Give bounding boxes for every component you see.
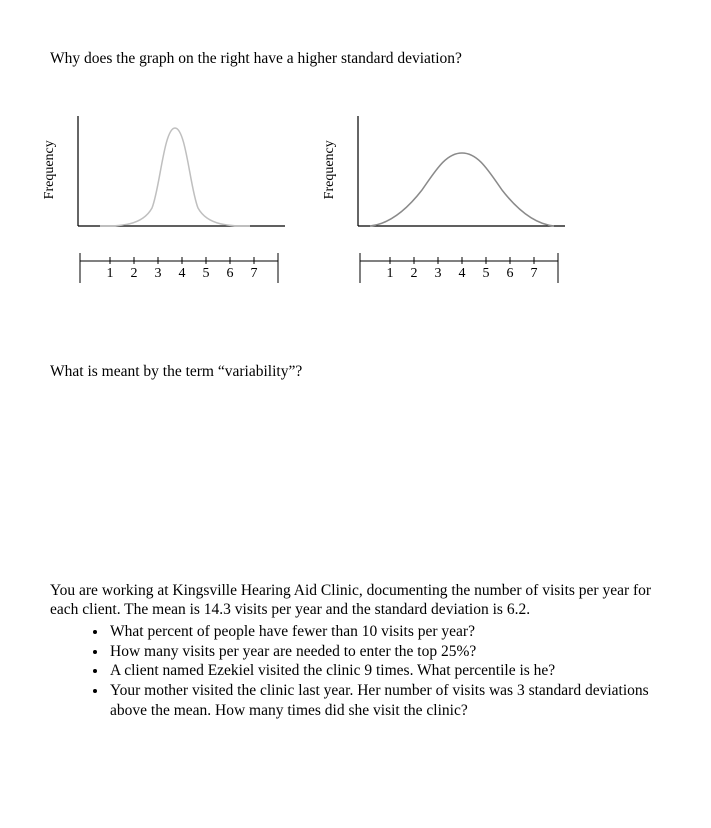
xtick-label: 6 — [507, 266, 514, 282]
bullet-item: A client named Ezekiel visited the clini… — [108, 661, 661, 681]
chart-right-ylabel: Frequency — [322, 140, 338, 199]
xtick-label: 7 — [251, 266, 258, 282]
xtick-label: 5 — [483, 266, 490, 282]
xtick-label: 6 — [227, 266, 234, 282]
chart-left-ylabel: Frequency — [42, 140, 58, 199]
xtick-label: 3 — [435, 266, 442, 282]
xtick-label: 1 — [107, 266, 114, 282]
question-1: Why does the graph on the right have a h… — [50, 50, 661, 68]
xtick-label: 2 — [131, 266, 138, 282]
xtick-label: 4 — [459, 266, 466, 282]
bullet-list: What percent of people have fewer than 1… — [108, 622, 661, 721]
xtick-label: 7 — [531, 266, 538, 282]
xtick-label: 4 — [179, 266, 186, 282]
bullet-item: What percent of people have fewer than 1… — [108, 622, 661, 642]
question-2: What is meant by the term “variability”? — [50, 363, 661, 381]
bullet-item: How many visits per year are needed to e… — [108, 642, 661, 662]
bullet-item: Your mother visited the clinic last year… — [108, 681, 661, 721]
chart-left: Frequency — [60, 108, 290, 238]
xtick-label: 2 — [411, 266, 418, 282]
chart-right-svg — [340, 108, 570, 238]
xticks-row: 1 2 3 4 5 6 7 1 2 3 4 5 6 7 — [60, 253, 661, 283]
chart-left-svg — [60, 108, 290, 238]
xticks-left: 1 2 3 4 5 6 7 — [60, 253, 290, 283]
scenario-paragraph: You are working at Kingsville Hearing Ai… — [50, 581, 661, 620]
chart-right: Frequency — [340, 108, 570, 238]
xtick-label: 1 — [387, 266, 394, 282]
charts-row: Frequency Frequency — [60, 108, 661, 238]
xtick-label: 5 — [203, 266, 210, 282]
xtick-label: 3 — [155, 266, 162, 282]
xticks-right: 1 2 3 4 5 6 7 — [340, 253, 570, 283]
